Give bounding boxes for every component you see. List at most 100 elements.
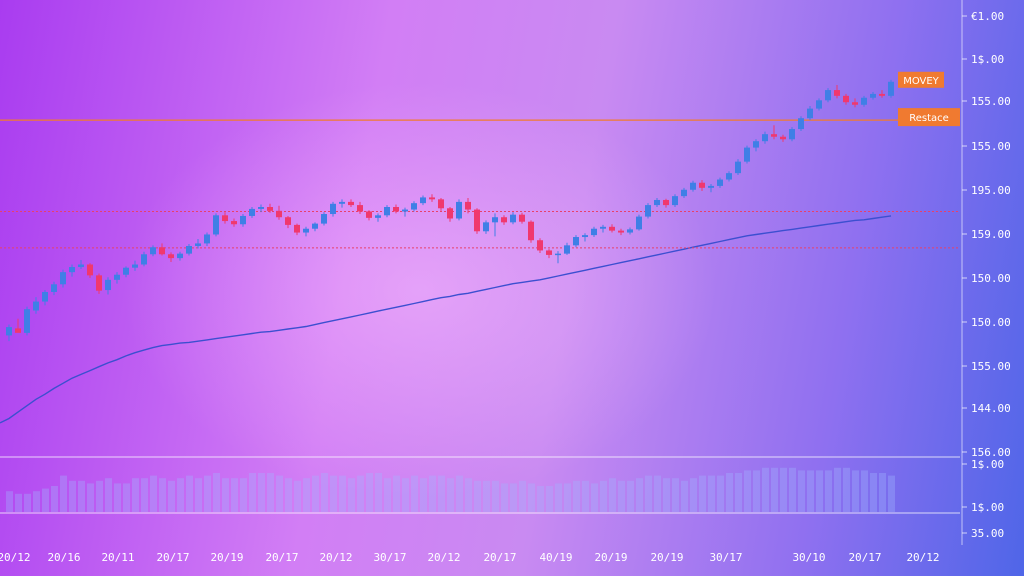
candle xyxy=(60,269,66,288)
volume-bar xyxy=(528,483,535,512)
candle xyxy=(420,195,426,206)
volume-bar xyxy=(141,478,148,512)
candle-body xyxy=(33,301,39,311)
candle xyxy=(132,260,138,271)
candle-body xyxy=(681,189,687,197)
candle-body xyxy=(762,134,768,142)
candle-body xyxy=(42,291,48,302)
candle xyxy=(519,212,525,224)
candle-body xyxy=(645,205,651,217)
volume-bar xyxy=(33,491,40,512)
candle xyxy=(591,226,597,238)
candle-body xyxy=(798,118,804,130)
moving-tag-label: MOVEY xyxy=(903,76,939,87)
price-tick-label: €1.00 xyxy=(971,10,1004,23)
candle xyxy=(681,187,687,199)
candle-body xyxy=(141,254,147,265)
candle-body xyxy=(717,179,723,186)
candle xyxy=(744,145,750,164)
candle-body xyxy=(636,216,642,230)
volume-bar xyxy=(393,475,400,512)
candle xyxy=(780,134,786,142)
candle xyxy=(654,198,660,207)
volume-bar xyxy=(564,483,571,512)
candle-body xyxy=(447,208,453,219)
volume-bar xyxy=(231,478,238,512)
candle-body xyxy=(627,229,633,233)
volume-bar xyxy=(510,483,517,512)
date-tick-label: 20/12 xyxy=(319,551,352,564)
candle-body xyxy=(213,215,219,235)
candle xyxy=(609,224,615,233)
candle xyxy=(231,218,237,227)
volume-bar xyxy=(627,480,634,512)
candle-body xyxy=(771,134,777,137)
volume-bar xyxy=(492,480,499,512)
candle xyxy=(546,249,552,259)
candle-body xyxy=(51,284,57,292)
volume-bar xyxy=(888,475,895,512)
candle-body xyxy=(258,207,264,209)
candle xyxy=(123,266,129,278)
candle xyxy=(879,90,885,98)
candle xyxy=(771,125,777,140)
candle-body xyxy=(384,207,390,216)
candle xyxy=(402,207,408,217)
candle xyxy=(690,180,696,192)
candle xyxy=(375,213,381,222)
volume-bar xyxy=(330,475,337,512)
candle-body xyxy=(375,215,381,218)
candle-body xyxy=(78,264,84,268)
annotation-tags: MOVEY Restace xyxy=(898,71,960,127)
candle-body xyxy=(861,97,867,105)
price-tick-label: 144.00 xyxy=(971,402,1011,415)
candle xyxy=(474,208,480,234)
volume-bar xyxy=(321,473,328,512)
date-tick-label: 30/17 xyxy=(709,551,742,564)
candle xyxy=(78,260,84,269)
candle-body xyxy=(753,141,759,148)
candle-body xyxy=(879,93,885,96)
price-tick-label: 156.00 xyxy=(971,446,1011,459)
candle-body xyxy=(726,173,732,180)
candle-body xyxy=(735,161,741,174)
candle xyxy=(186,244,192,256)
candle-body xyxy=(780,136,786,140)
volume-bar xyxy=(852,470,859,512)
candle-body xyxy=(321,214,327,224)
candle-body xyxy=(429,197,435,200)
candle-body xyxy=(744,147,750,162)
candle xyxy=(600,224,606,233)
volume-bar xyxy=(879,473,886,512)
candle-body xyxy=(222,215,228,222)
price-tick-label: 150.00 xyxy=(971,272,1011,285)
candle xyxy=(672,194,678,207)
volume-bar xyxy=(42,488,49,512)
candle-body xyxy=(123,267,129,275)
volume-bar xyxy=(348,478,355,512)
candle xyxy=(816,98,822,111)
volume-bar xyxy=(87,483,94,512)
candle xyxy=(762,131,768,144)
volume-bar xyxy=(303,478,310,512)
candle-body xyxy=(852,102,858,105)
volume-bar xyxy=(573,480,580,512)
candle-body xyxy=(195,243,201,246)
volume-bar xyxy=(375,473,382,512)
candle-body xyxy=(546,250,552,255)
candle xyxy=(429,194,435,202)
volume-bar xyxy=(681,480,688,512)
volume-bar xyxy=(177,478,184,512)
volume-bar xyxy=(672,478,679,512)
volume-bar xyxy=(15,493,22,512)
candle-body xyxy=(393,207,399,212)
candle-body xyxy=(267,207,273,211)
volume-bar xyxy=(861,470,868,512)
candle-body xyxy=(690,182,696,190)
volume-bar xyxy=(150,475,157,512)
volume-bar xyxy=(537,486,544,512)
volume-bar xyxy=(843,467,850,512)
volume-bar xyxy=(114,483,121,512)
date-tick-label: 20/17 xyxy=(848,551,881,564)
candle-body xyxy=(609,226,615,231)
